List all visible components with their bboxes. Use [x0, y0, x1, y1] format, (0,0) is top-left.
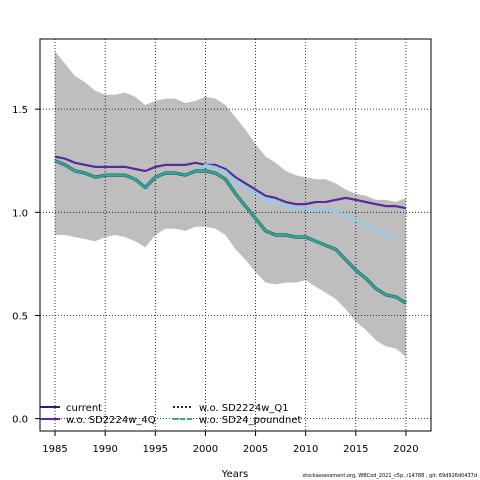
x-tick-label: 2015: [343, 444, 368, 455]
axes-layer: 1985 1990 1995 2000 2005 2010 2015 2020 0.0 0.5 1.…: [12, 38, 432, 455]
legend-label: w.o. SD2224w_4Q: [66, 415, 156, 426]
plot-frame: [39, 38, 432, 432]
y-tick-label: 1.0: [12, 208, 28, 219]
y-tick-label: 0.5: [12, 311, 28, 322]
y-tick-label: 0.0: [12, 415, 28, 426]
confidence-band: [55, 51, 406, 357]
grid-layer: [40, 39, 431, 431]
x-tick-label: 1990: [92, 444, 117, 455]
x-tick-label: 2000: [193, 444, 218, 455]
x-tick-label: 1985: [42, 444, 67, 455]
series-layer: [54, 155, 407, 305]
legend-label: w.o. SD24_poundnet: [199, 415, 301, 426]
x-axis-title: Years: [221, 469, 248, 480]
x-tick-label: 2020: [393, 444, 418, 455]
x-tick-label: 2005: [243, 444, 268, 455]
confidence-band-layer: [55, 51, 406, 357]
legend-label: w.o. SD2224w_Q1: [199, 403, 289, 414]
series-line: [54, 159, 407, 305]
series-line: [54, 155, 407, 210]
x-tick-label: 2010: [293, 444, 318, 455]
footer-credit: stockassessment.org, WBCod_2021_c5p, r14…: [302, 473, 477, 479]
x-tick-label: 1995: [143, 444, 168, 455]
legend-label: current: [66, 403, 102, 414]
y-tick-label: 1.5: [12, 105, 28, 116]
